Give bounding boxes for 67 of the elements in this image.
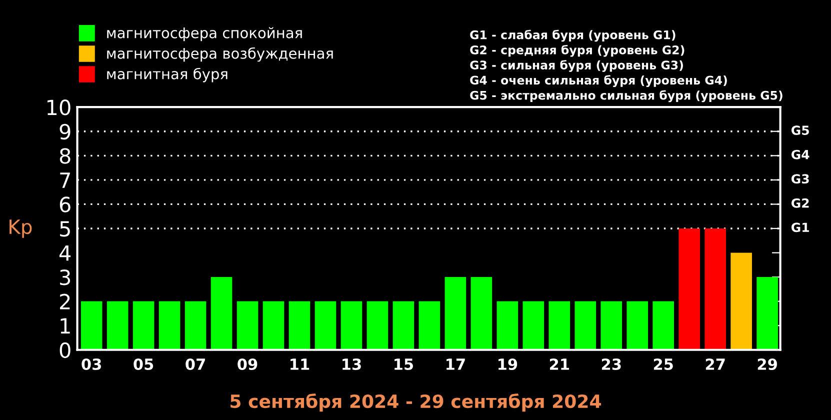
x-tick-label: 03	[82, 358, 101, 370]
y-tick-label: 5	[60, 221, 70, 237]
y-axis-title: Kp	[10, 220, 32, 238]
x-tick-label: 27	[706, 358, 725, 370]
bar	[184, 301, 206, 350]
bar	[288, 301, 310, 350]
bar	[678, 228, 700, 350]
bar	[392, 301, 414, 350]
bar	[522, 301, 544, 350]
x-tick-label: 29	[758, 358, 777, 370]
bar	[626, 301, 648, 350]
x-tick-label: 07	[186, 358, 205, 370]
bar	[132, 301, 154, 350]
bar	[756, 277, 778, 350]
y-tick-label: 6	[60, 196, 70, 212]
bar	[600, 301, 622, 350]
x-tick-label: 11	[290, 358, 310, 370]
bar	[574, 301, 596, 350]
y-tick-label: 3	[60, 269, 70, 286]
bar	[548, 301, 570, 350]
text: G5 - экстремально сильная буря (уровень G5)	[470, 90, 782, 102]
bar	[314, 301, 336, 350]
legend-label: магнитосфера спокойная	[107, 27, 302, 42]
x-tick-label: 15	[394, 358, 414, 370]
ref-line-label: G1	[791, 222, 809, 232]
x-tick-label: 05	[134, 358, 154, 370]
x-tick-label: 25	[654, 358, 673, 370]
text: G2 - средняя буря (уровень G2)	[470, 44, 684, 57]
bar	[262, 301, 284, 350]
legend-label: магнитная буря	[107, 68, 228, 82]
y-tick-label: 9	[60, 124, 70, 140]
bar	[704, 228, 726, 350]
y-tick-label: 2	[60, 294, 70, 310]
x-tick-label: 09	[238, 358, 258, 370]
text: G4 - очень сильная буря (уровень G4)	[470, 75, 727, 88]
x-tick-label: 13	[342, 358, 361, 370]
x-tick-label: 19	[498, 358, 518, 370]
ref-line-label: G5	[791, 126, 809, 136]
legend-label: магнитосфера возбужденная	[107, 47, 333, 62]
y-tick-label: 10	[48, 100, 70, 116]
x-tick-label: 23	[602, 358, 621, 370]
ref-line-label: G3	[791, 174, 809, 184]
bar	[418, 301, 440, 350]
y-tick-label: 4	[59, 245, 71, 261]
x-tick-label: 17	[446, 358, 465, 370]
y-tick-label: 1	[60, 318, 70, 334]
text: G1 - слабая буря (уровень G1)	[470, 30, 676, 42]
bar	[210, 277, 232, 350]
x-tick-label: 21	[550, 358, 569, 370]
bar	[158, 301, 180, 350]
bar	[80, 301, 102, 350]
y-tick-label: 8	[60, 148, 70, 164]
bar	[366, 301, 388, 350]
bar	[340, 301, 362, 350]
ref-line-label: G4	[791, 150, 810, 160]
bar	[106, 301, 128, 350]
y-tick-label: 7	[60, 172, 70, 188]
text: G3 - сильная буря (уровень G3)	[470, 60, 683, 72]
text: 5 сентября 2024 - 29 сентября 2024	[230, 394, 601, 412]
bar	[730, 252, 752, 350]
bar	[444, 277, 466, 350]
bar	[470, 277, 492, 350]
bar	[652, 301, 674, 350]
y-tick-label: 0	[60, 342, 70, 358]
ref-line-label: G2	[791, 198, 809, 208]
bar	[496, 301, 518, 350]
bar	[236, 301, 258, 350]
